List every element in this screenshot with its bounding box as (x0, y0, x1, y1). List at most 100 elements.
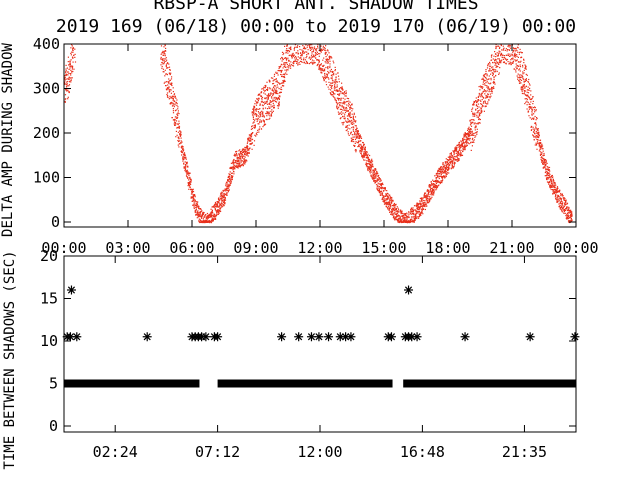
top-data-point (529, 117, 531, 119)
top-data-point (241, 155, 243, 157)
top-data-point (389, 207, 392, 209)
top-data-point (488, 88, 490, 90)
top-data-point (366, 157, 368, 159)
top-data-point (399, 219, 402, 221)
top-data-point (279, 66, 282, 68)
top-data-point (549, 173, 551, 175)
top-data-point (195, 214, 197, 216)
top-data-point (325, 66, 327, 69)
top-data-point (476, 112, 478, 114)
top-data-point (484, 100, 486, 102)
top-data-point (511, 58, 513, 60)
top-data-point (492, 73, 494, 75)
bottom-x-tick-label: 21:35 (502, 443, 547, 461)
top-data-point (438, 184, 440, 186)
top-data-point (505, 59, 508, 61)
top-data-point (431, 194, 433, 196)
top-data-point (272, 102, 274, 104)
top-data-point (311, 48, 313, 50)
top-data-point (467, 134, 469, 136)
top-data-point (278, 98, 280, 100)
top-data-point (550, 184, 552, 186)
top-data-point (359, 150, 362, 152)
top-data-point (207, 217, 209, 219)
top-data-point (550, 188, 552, 191)
top-data-point (435, 179, 437, 181)
top-data-point (220, 207, 222, 209)
top-data-point (487, 101, 489, 103)
top-data-point (398, 209, 400, 211)
top-data-point (262, 126, 264, 128)
top-data-point (385, 206, 387, 208)
top-data-point (265, 102, 267, 104)
top-data-point (65, 89, 67, 91)
top-data-point (258, 93, 260, 95)
top-data-point (552, 193, 554, 195)
top-data-point (269, 87, 271, 89)
top-data-point (537, 139, 539, 141)
top-data-point (467, 135, 469, 138)
top-data-point (287, 57, 289, 59)
top-data-point (266, 81, 268, 83)
top-data-point (450, 152, 452, 154)
top-data-point (550, 182, 552, 184)
top-data-point (213, 206, 215, 208)
top-data-point (256, 131, 258, 133)
top-data-point (163, 63, 165, 65)
top-data-point (472, 115, 474, 117)
top-data-point (472, 112, 474, 114)
top-data-point (164, 58, 166, 60)
top-data-point (429, 197, 431, 200)
top-data-point (355, 127, 358, 129)
top-data-point (524, 80, 526, 82)
top-data-point (522, 87, 524, 89)
top-data-point (297, 56, 299, 58)
top-data-point (164, 81, 166, 83)
top-data-point (536, 117, 538, 119)
top-data-point (386, 195, 389, 197)
top-data-point (163, 53, 165, 55)
top-data-point (416, 208, 418, 210)
asterisk-data-point (72, 332, 82, 342)
top-data-point (305, 57, 307, 59)
top-data-point (250, 136, 253, 138)
top-data-point (445, 175, 447, 178)
top-data-point (195, 204, 197, 207)
top-data-point (275, 81, 277, 83)
asterisk-data-point (386, 332, 396, 342)
top-data-point (490, 59, 493, 61)
top-data-point (425, 197, 427, 199)
top-data-point (178, 113, 180, 115)
top-data-point (239, 158, 241, 160)
top-data-point (521, 56, 523, 58)
top-data-point (437, 175, 439, 177)
top-data-point (439, 173, 441, 175)
top-data-point (565, 208, 567, 210)
top-data-point (417, 208, 419, 211)
top-data-point (65, 84, 67, 86)
top-data-point (421, 203, 423, 205)
top-data-point (276, 105, 279, 107)
top-data-point (421, 201, 423, 203)
top-data-point (65, 88, 67, 90)
top-data-point (489, 93, 491, 95)
top-data-point (486, 75, 488, 77)
top-data-point (227, 188, 229, 190)
top-data-point (403, 213, 405, 215)
top-data-point (356, 137, 358, 139)
top-data-point (338, 78, 340, 80)
top-data-point (383, 195, 385, 197)
top-data-point (355, 125, 357, 127)
top-data-point (166, 94, 168, 96)
top-data-point (343, 102, 345, 104)
top-data-point (533, 113, 535, 115)
top-data-point (254, 107, 256, 109)
top-data-point (253, 105, 256, 108)
top-data-point (225, 183, 227, 185)
top-data-point (472, 107, 474, 109)
top-data-point (273, 82, 275, 85)
top-data-point (170, 92, 172, 94)
top-data-point (379, 178, 381, 180)
top-data-point (405, 220, 407, 222)
top-data-point (337, 93, 339, 95)
